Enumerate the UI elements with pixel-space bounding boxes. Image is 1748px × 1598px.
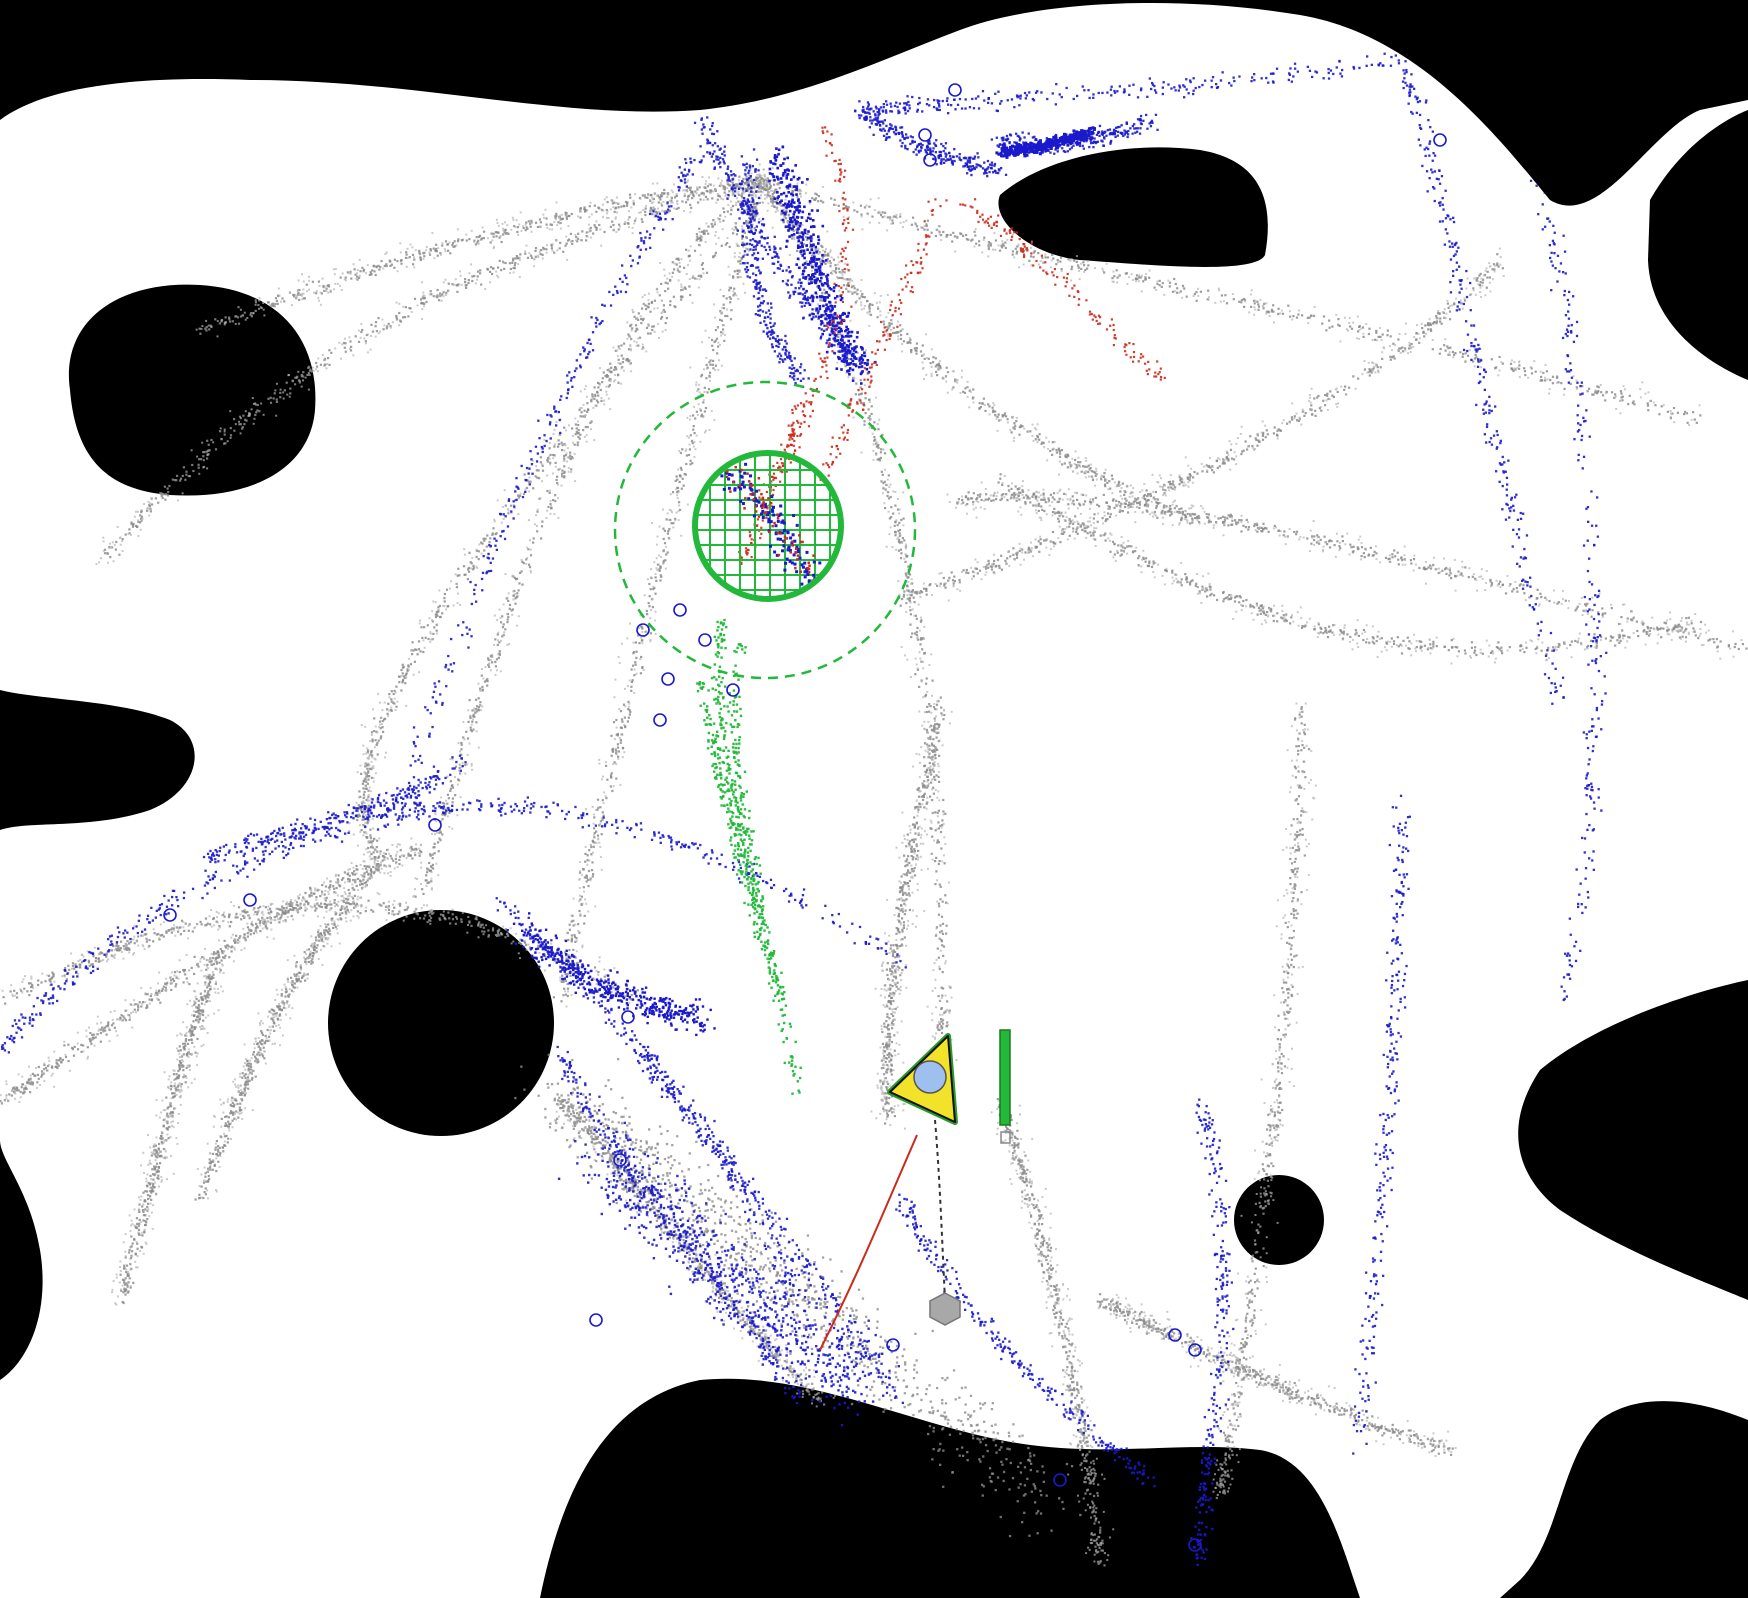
robot-center-icon [914,1061,946,1093]
waypoint-marker-icon[interactable] [930,1293,960,1325]
obstacle-small-round [1234,1175,1324,1265]
obstacle-upper-left [69,285,316,496]
